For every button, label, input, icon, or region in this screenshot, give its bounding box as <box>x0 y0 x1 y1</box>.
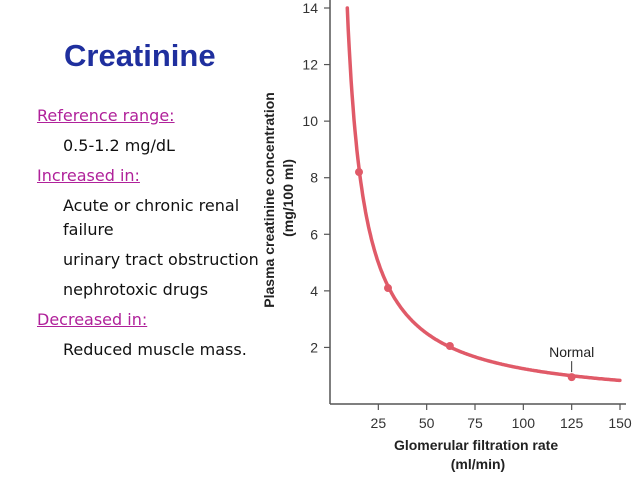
increased-item: urinary tract obstruction <box>63 250 259 269</box>
data-point-marker <box>384 284 392 293</box>
y-axis: 2 4 6 8 10 12 14 Plasma creatinine concentrati… <box>261 0 331 404</box>
decreased-item: Reduced muscle mass. <box>63 340 247 359</box>
x-tick-label: 50 <box>419 415 435 431</box>
x-tick-label: 100 <box>512 415 536 431</box>
page-title: Creatinine <box>64 38 216 73</box>
x-tick-label: 25 <box>371 415 387 431</box>
x-axis-label: Glomerular filtration rate (ml/min) <box>394 437 562 472</box>
normal-label: Normal <box>549 344 594 360</box>
info-panel: Reference range: 0.5-1.2 mg/dL Increased… <box>37 104 267 368</box>
increased-in-header: Increased in: <box>37 166 140 185</box>
reference-range-header: Reference range: <box>37 106 175 125</box>
decreased-in-header: Decreased in: <box>37 310 148 329</box>
y-tick-label: 14 <box>302 0 318 16</box>
data-point-marker <box>355 168 363 177</box>
x-tick-label: 150 <box>608 415 632 431</box>
x-axis: 25 50 75 100 125 150 Glomerular filtration ra… <box>330 403 632 472</box>
data-point-marker <box>567 373 576 382</box>
y-tick-label: 2 <box>310 339 318 355</box>
y-tick-label: 6 <box>310 226 318 242</box>
y-axis-label: Plasma creatinine concentration (mg/100 … <box>261 88 296 307</box>
data-point-marker <box>445 342 454 351</box>
increased-item: nephrotoxic drugs <box>63 280 209 299</box>
x-tick-label: 125 <box>560 415 584 431</box>
x-tick-label: 75 <box>467 415 483 431</box>
y-tick-label: 8 <box>310 170 318 186</box>
creatinine-curve <box>345 6 622 383</box>
y-tick-label: 4 <box>310 283 318 299</box>
y-tick-label: 12 <box>302 57 318 73</box>
reference-range-value: 0.5-1.2 mg/dL <box>63 136 175 155</box>
increased-item: Acute or chronic renal failure <box>63 196 240 239</box>
y-tick-label: 10 <box>302 113 318 129</box>
